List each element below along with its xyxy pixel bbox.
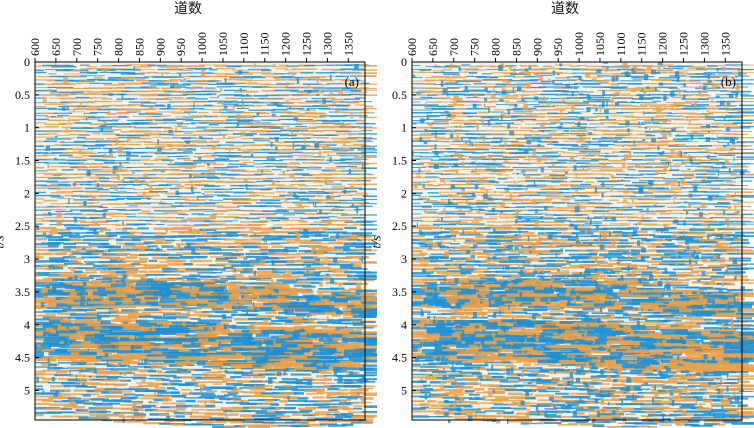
y-tick-label: 1.5	[15, 154, 30, 168]
x-tick-label: 700	[447, 38, 461, 56]
panel-b: 道数 t/s 600 650 700 750 800 850 900 950 1000 1050 1…	[370, 0, 754, 428]
seismic-section-a: 600 650 700 750 800 850 900 950 1000 1050 1100 1150…	[15, 32, 377, 428]
y-tick-label: 1	[401, 121, 407, 135]
y-tick-label: 1	[24, 121, 30, 135]
x-tick-label: 600	[405, 38, 419, 56]
x-tick-label: 650	[426, 38, 440, 56]
y-tick-label: 0.5	[392, 88, 407, 102]
x-tick-label: 1250	[677, 32, 691, 56]
x-tick-label: 1300	[320, 32, 334, 56]
y-tick-label: 0.5	[15, 88, 30, 102]
y-tick-label: 5	[24, 383, 30, 397]
x-tick-label: 1350	[718, 32, 732, 56]
plot-frame	[411, 61, 743, 421]
x-tick-label: 800	[489, 38, 503, 56]
x-tick-label: 1150	[258, 32, 272, 56]
x-tick-label: 1100	[237, 32, 251, 56]
x-tick-label: 850	[509, 38, 523, 56]
wiggle-traces	[412, 62, 754, 428]
panel-a: 道数 t/s 600 650 700 750 800 850 900 950 1000 1050 1…	[0, 1, 377, 428]
y-tick-label: 0	[24, 55, 30, 69]
y-tick-label: 2	[401, 186, 407, 200]
panel-label: (a)	[345, 74, 359, 89]
x-tick-label: 1050	[593, 32, 607, 56]
y-tick-label: 4.5	[392, 351, 407, 365]
y-tick-label: 2.5	[15, 219, 30, 233]
x-tick-label: 1000	[572, 32, 586, 56]
x-tick-label: 950	[551, 38, 565, 56]
y-tick-label: 0	[401, 55, 407, 69]
x-tick-label: 750	[468, 38, 482, 56]
x-tick-label: 700	[70, 38, 84, 56]
y-tick-label: 3.5	[15, 285, 30, 299]
x-tick-label: 1200	[279, 32, 293, 56]
y-tick-label: 3	[24, 252, 30, 266]
x-tick-label: 1000	[195, 32, 209, 56]
x-tick-label: 800	[112, 38, 126, 56]
x-axis-title: 道数	[551, 1, 579, 17]
y-tick-label: 5	[401, 383, 407, 397]
y-tick-label: 4.5	[15, 351, 30, 365]
y-tick-label: 4	[24, 318, 30, 332]
plot-frame	[34, 61, 366, 421]
y-tick-label: 3	[401, 252, 407, 266]
x-tick-label: 900	[530, 38, 544, 56]
y-tick-label: 1.5	[392, 154, 407, 168]
x-tick-label: 650	[49, 38, 63, 56]
wiggle-traces	[35, 63, 377, 428]
panel-label: (b)	[721, 74, 736, 89]
x-tick-label: 1200	[656, 32, 670, 56]
y-tick-label: 4	[401, 318, 407, 332]
x-tick-label: 1050	[216, 32, 230, 56]
x-tick-label: 750	[91, 38, 105, 56]
x-tick-label: 1300	[697, 32, 711, 56]
x-axis-title: 道数	[174, 1, 202, 17]
x-tick-label: 900	[153, 38, 167, 56]
x-tick-label: 1350	[341, 32, 355, 56]
x-tick-label: 850	[132, 38, 146, 56]
x-tick-label: 1250	[300, 32, 314, 56]
x-tick-label: 1150	[635, 32, 649, 56]
y-tick-label: 2	[24, 186, 30, 200]
y-tick-label: 2.5	[392, 219, 407, 233]
x-tick-label: 600	[28, 38, 42, 56]
seismic-section-b: 600 650 700 750 800 850 900 950 1000 1050 1100 1150…	[392, 32, 754, 428]
x-tick-label: 950	[174, 38, 188, 56]
y-tick-label: 3.5	[392, 285, 407, 299]
x-tick-label: 1100	[614, 32, 628, 56]
